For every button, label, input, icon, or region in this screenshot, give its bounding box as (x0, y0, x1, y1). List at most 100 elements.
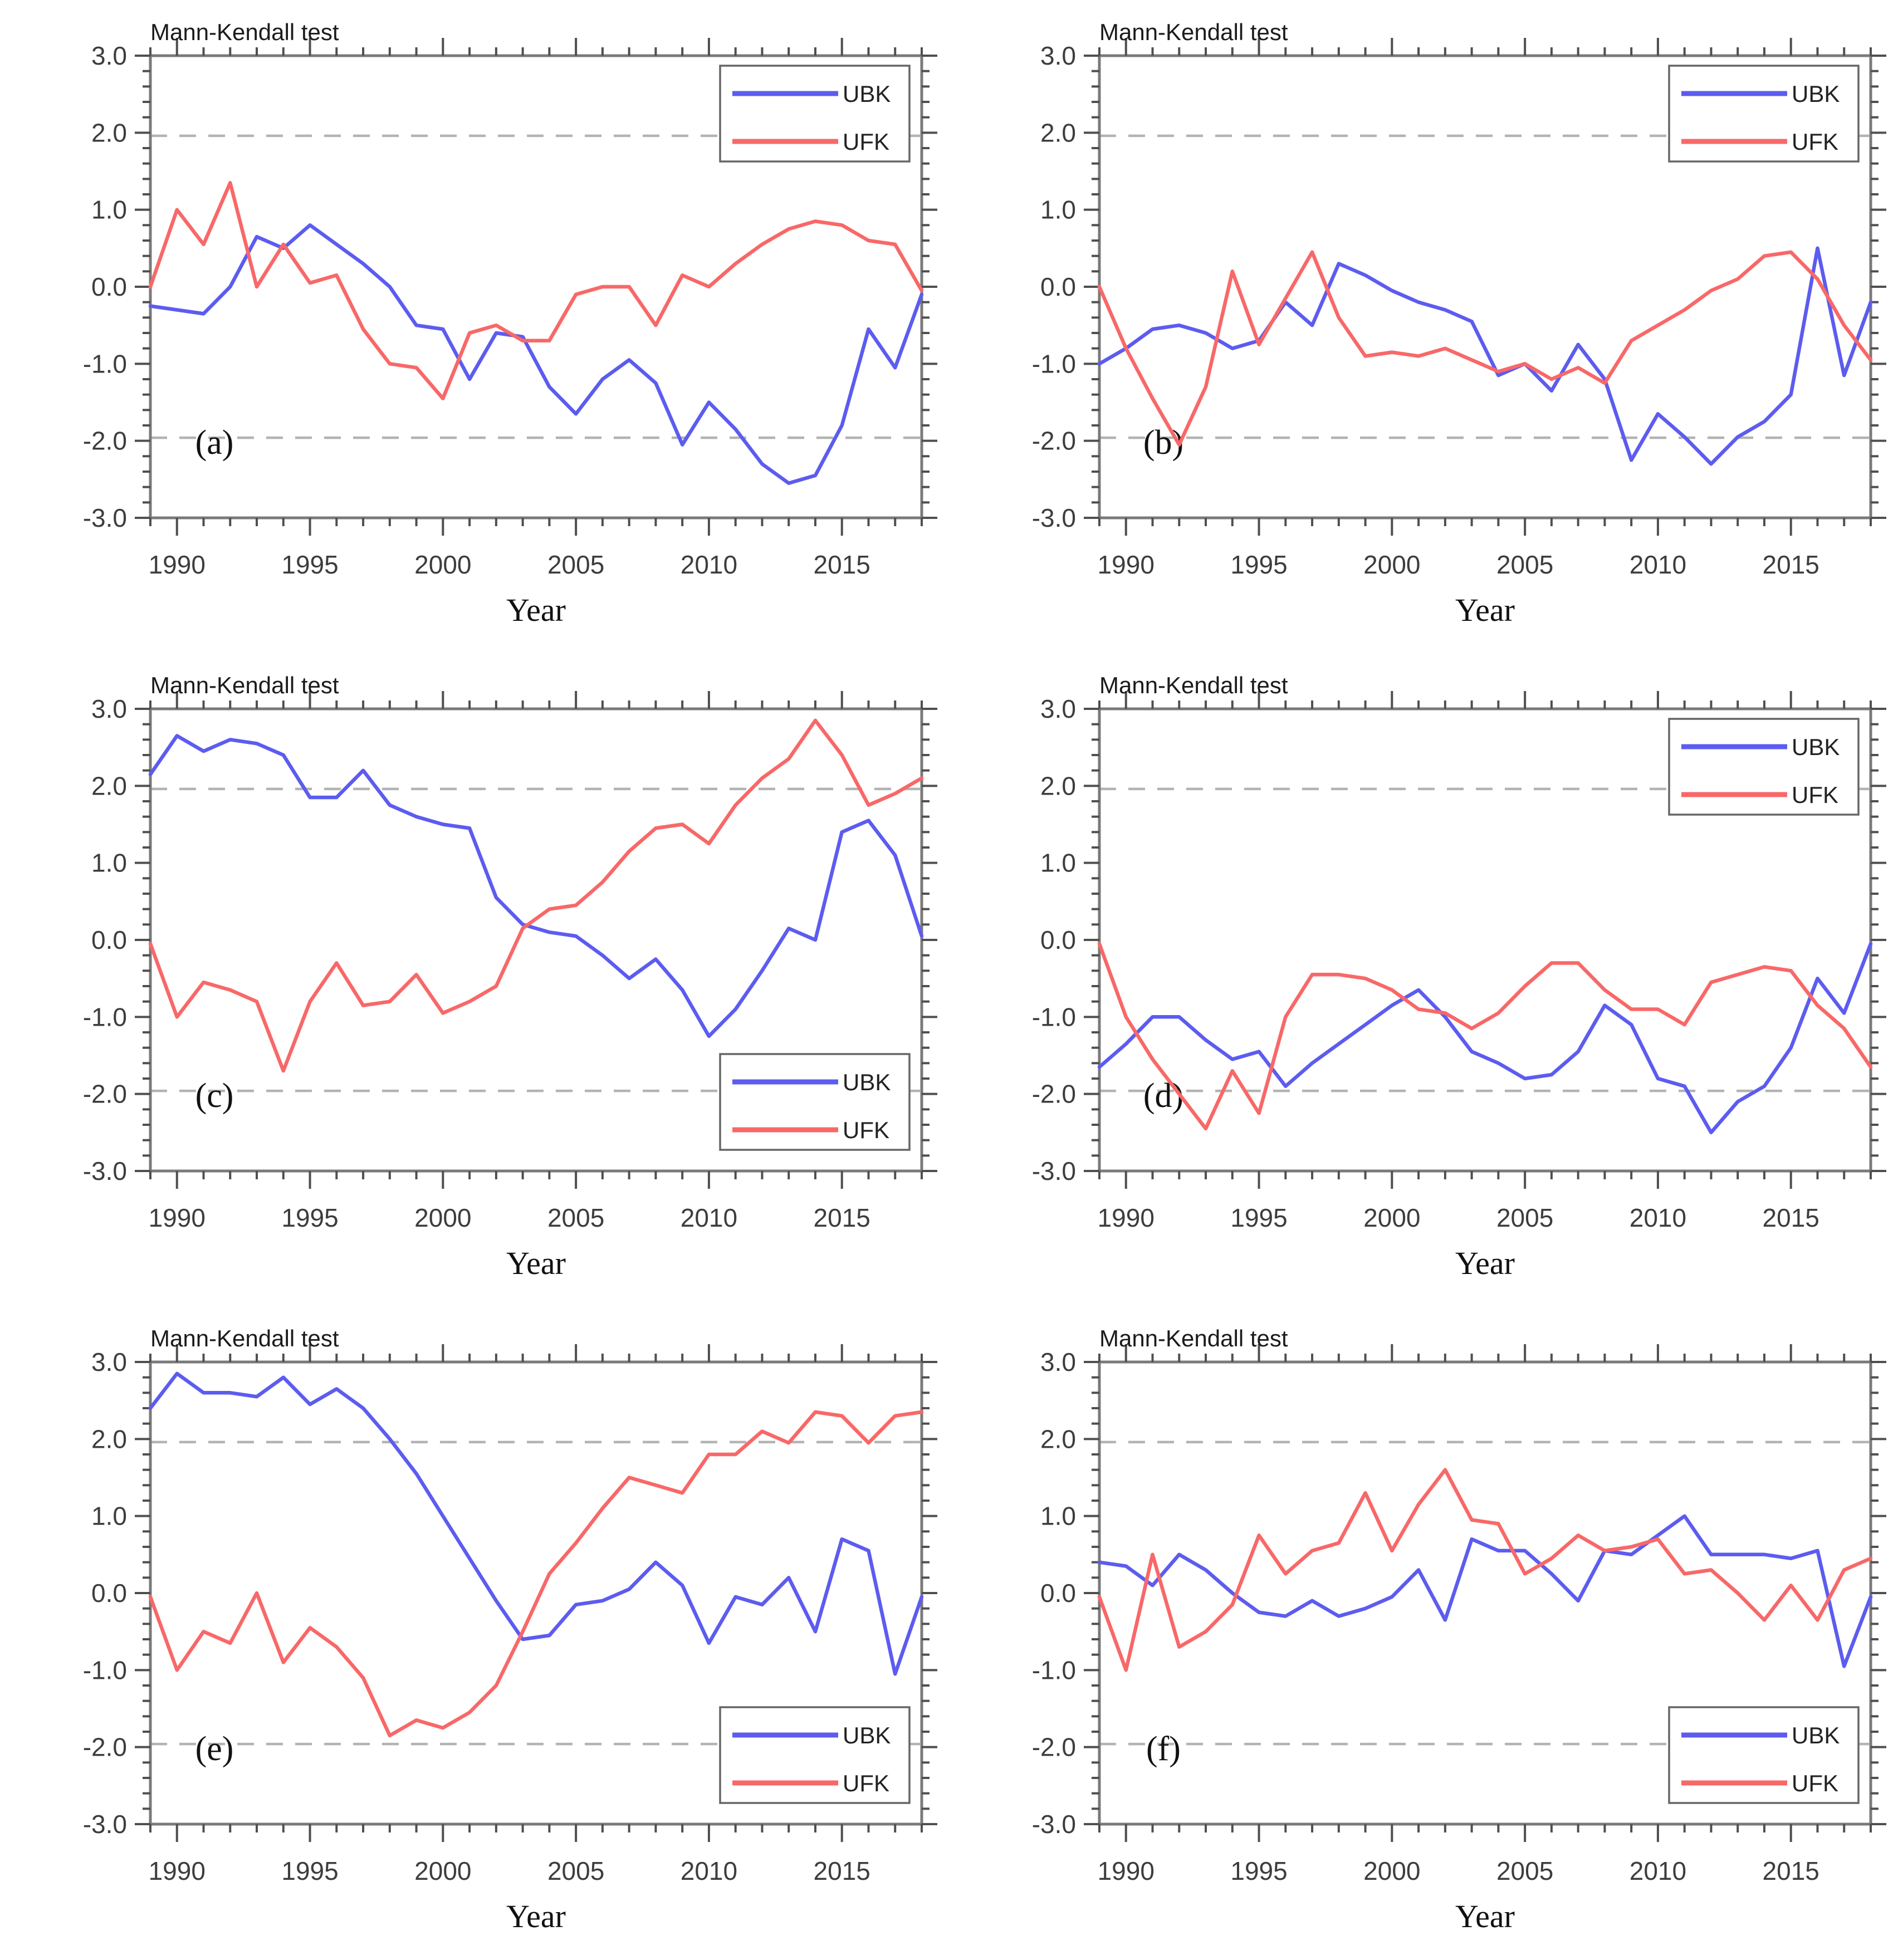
ubk-series-line (1097, 942, 1873, 1135)
y-tick-label: 2.0 (1040, 118, 1076, 147)
y-tick-label: 1.0 (1040, 1502, 1076, 1531)
legend-ubk-label: UBK (843, 1722, 891, 1748)
axis-ticks (135, 1344, 937, 1842)
panel-letter: (c) (195, 1077, 234, 1115)
ubk-series-line (1097, 246, 1873, 466)
ubk-series-line (148, 1371, 924, 1676)
x-tick-label: 2005 (1496, 550, 1553, 579)
x-tick-label: 1990 (1098, 1856, 1155, 1885)
ufk-series-line (1097, 250, 1873, 447)
x-tick-label: 2010 (1630, 550, 1686, 579)
legend: UBK UFK (1668, 65, 1860, 163)
y-tick-label: 1.0 (1040, 195, 1076, 224)
x-axis-label: Year (506, 1898, 566, 1934)
panel-title: Mann-Kendall test (1099, 1325, 1288, 1351)
x-axis-label: Year (1455, 592, 1515, 628)
y-tick-label: 0.0 (1040, 925, 1076, 954)
x-tick-label: 2015 (814, 1856, 870, 1885)
y-tick-label: -2.0 (83, 1080, 127, 1109)
legend: UBK UFK (719, 1053, 911, 1151)
legend: UBK UFK (1668, 718, 1860, 816)
legend-ubk-label: UBK (843, 1069, 891, 1095)
y-tick-label: 3.0 (1040, 1347, 1076, 1376)
y-tick-label: 2.0 (91, 118, 127, 147)
x-tick-label: 1995 (1230, 1203, 1287, 1232)
y-tick-label: -2.0 (1032, 1080, 1076, 1109)
y-tick-label: 3.0 (1040, 694, 1076, 723)
x-tick-label: 2005 (1496, 1203, 1553, 1232)
x-axis-label: Year (506, 1245, 566, 1281)
ufk-series-line (148, 718, 924, 1073)
axis-ticks (135, 38, 937, 536)
x-tick-label: 2015 (1763, 1203, 1819, 1232)
legend-box (719, 65, 911, 163)
legend-box (1668, 65, 1860, 163)
legend-ubk-label: UBK (1792, 81, 1840, 107)
ufk-series-line (1097, 1468, 1873, 1672)
x-tick-label: 2000 (1363, 550, 1420, 579)
ubk-series-line (1097, 1514, 1873, 1668)
x-axis-label: Year (506, 592, 566, 628)
panel-d-chart: 3.0 2.0 1.0 0.0 -1.0 -2.0 -3.0 1990 1995 2000 2005… (1032, 672, 1886, 1281)
y-tick-label: -1.0 (1032, 1655, 1076, 1684)
y-tick-label: 1.0 (91, 1502, 127, 1531)
legend-ubk-label: UBK (1792, 1722, 1840, 1748)
ufk-series-line (148, 1410, 924, 1738)
legend-ubk-label: UBK (1792, 734, 1840, 760)
x-tick-label: 2000 (414, 550, 471, 579)
panel-b-chart: 3.0 2.0 1.0 0.0 -1.0 -2.0 -3.0 1990 1995 2000 2005… (1032, 19, 1886, 628)
panel-e-chart: 3.0 2.0 1.0 0.0 -1.0 -2.0 -3.0 1990 1995 2000 2005… (83, 1325, 937, 1934)
x-tick-label: 2015 (1763, 1856, 1819, 1885)
axis-ticks (135, 691, 937, 1189)
legend-ufk-label: UFK (1792, 129, 1838, 155)
legend: UBK UFK (719, 1706, 911, 1804)
legend: UBK UFK (1668, 1706, 1860, 1804)
x-tick-label: 2015 (814, 1203, 870, 1232)
x-tick-label: 1995 (281, 550, 338, 579)
y-tick-label: -3.0 (83, 1810, 127, 1839)
y-tick-label: 0.0 (91, 925, 127, 954)
x-tick-label: 2010 (1630, 1856, 1686, 1885)
y-tick-label: -3.0 (1032, 503, 1076, 532)
y-tick-label: 3.0 (1040, 41, 1076, 70)
y-tick-label: -2.0 (83, 427, 127, 455)
y-tick-label: 0.0 (1040, 1579, 1076, 1608)
legend-ubk-label: UBK (843, 81, 891, 107)
x-axis-label: Year (1455, 1898, 1515, 1934)
y-tick-label: 0.0 (91, 1579, 127, 1608)
axis-ticks (1084, 1344, 1886, 1842)
x-tick-label: 1990 (1098, 550, 1155, 579)
y-tick-label: -1.0 (83, 349, 127, 378)
x-tick-label: 2000 (1363, 1203, 1420, 1232)
panel-letter: (f) (1146, 1730, 1181, 1768)
y-tick-label: 1.0 (91, 849, 127, 878)
ubk-series-line (148, 223, 924, 486)
panel-title: Mann-Kendall test (150, 672, 339, 698)
y-tick-label: -2.0 (83, 1733, 127, 1762)
panel-letter: (a) (195, 424, 234, 462)
x-tick-label: 1990 (149, 1203, 206, 1232)
y-tick-label: 3.0 (91, 1347, 127, 1376)
x-tick-label: 1990 (149, 550, 206, 579)
legend-ufk-label: UFK (843, 1770, 889, 1796)
y-tick-label: -3.0 (83, 1157, 127, 1185)
y-tick-label: 3.0 (91, 694, 127, 723)
legend-box (1668, 1706, 1860, 1804)
legend: UBK UFK (719, 65, 911, 163)
y-tick-label: -1.0 (1032, 349, 1076, 378)
x-tick-label: 2010 (681, 1856, 737, 1885)
legend-box (719, 1053, 911, 1151)
legend-ufk-label: UFK (843, 129, 889, 155)
panel-title: Mann-Kendall test (1099, 19, 1288, 45)
ubk-series-line (148, 734, 924, 1038)
axis-ticks (1084, 691, 1886, 1189)
y-tick-label: -1.0 (1032, 1002, 1076, 1031)
legend-box (719, 1706, 911, 1804)
x-tick-label: 2010 (681, 550, 737, 579)
x-tick-label: 2010 (1630, 1203, 1686, 1232)
y-tick-label: 0.0 (1040, 272, 1076, 301)
y-tick-label: -2.0 (1032, 427, 1076, 455)
x-tick-label: 1990 (149, 1856, 206, 1885)
y-tick-label: 2.0 (1040, 771, 1076, 800)
